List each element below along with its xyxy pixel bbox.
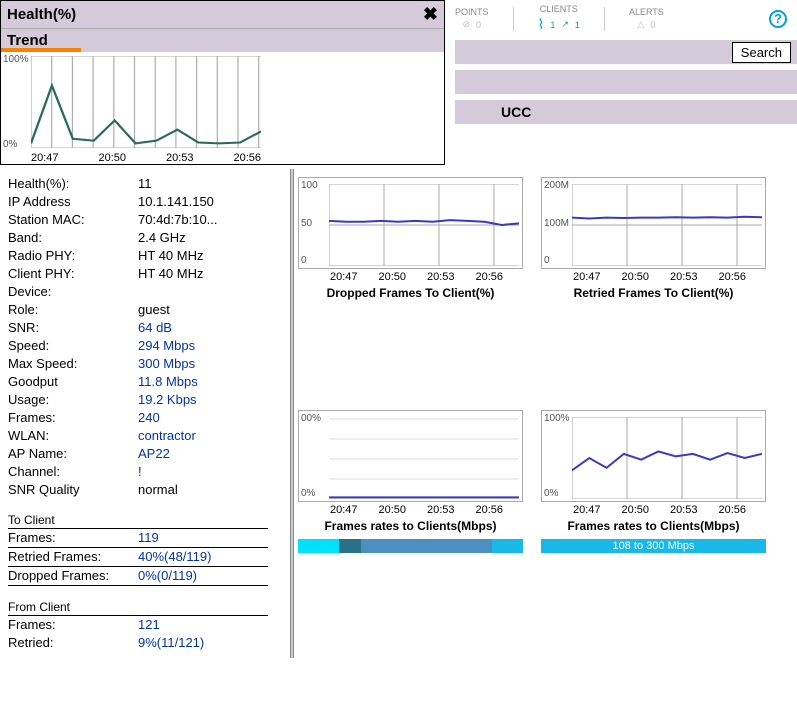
detail-row: Role:guest — [8, 301, 282, 319]
from-client-header: From Client — [8, 600, 268, 616]
alerts-indicator: ALERTS △0 — [629, 7, 664, 30]
dropped-chart: 100 50 0 20:4720:5020:5320:56 Dropped Fr… — [298, 177, 523, 398]
detail-row: Retried:9%(11/121) — [8, 634, 282, 652]
detail-row: Frames:119 — [8, 529, 268, 548]
detail-row: Speed:294 Mbps — [8, 337, 282, 355]
points-indicator: POINTS ⊘0 — [455, 7, 489, 30]
detail-row: Device: — [8, 283, 282, 301]
detail-row: Radio PHY:HT 40 MHz — [8, 247, 282, 265]
detail-row: Client PHY:HT 40 MHz — [8, 265, 282, 283]
to-client-header: To Client — [8, 513, 268, 529]
y-label: 0% — [3, 139, 17, 150]
retried-chart: 200M 100M 0 20:4720:5020:5320:56 Retried… — [541, 177, 766, 398]
wifi-icon: ⌇ — [538, 16, 545, 33]
legend-text: 108 to 300 Mbps — [541, 539, 766, 553]
x-axis: 20:47 20:50 20:53 20:56 — [1, 152, 261, 164]
wired-icon: ↗ — [561, 19, 569, 30]
detail-row: Channel:! — [8, 463, 282, 481]
y-label: 100% — [3, 54, 29, 65]
bar-ucc: UCC — [455, 100, 797, 124]
bar-1: Search — [455, 40, 797, 64]
detail-row: Station MAC:70:4d:7b:10... — [8, 211, 282, 229]
legend-bar — [298, 539, 523, 553]
detail-row: Health(%):11 — [8, 175, 282, 193]
rates1-chart: 00% 0% 20:4720:5020:5320:56 Frames rates… — [298, 410, 523, 651]
help-icon[interactable]: ? — [769, 10, 787, 28]
close-icon[interactable]: ✖ — [423, 4, 438, 25]
charts-area: 100 50 0 20:4720:5020:5320:56 Dropped Fr… — [294, 169, 797, 658]
right-top-panel: POINTS ⊘0 CLIENTS ⌇ 1 ↗ 1 ALERTS △0 ? S — [445, 0, 797, 165]
panel-header: Health(%) ✖ — [1, 1, 444, 28]
detail-row: SNR:64 dB — [8, 319, 282, 337]
trend-label: Trend — [7, 32, 48, 49]
detail-row: Dropped Frames:0%(0/119) — [8, 567, 268, 586]
detail-row: Band:2.4 GHz — [8, 229, 282, 247]
panel-title: Health(%) — [7, 6, 76, 23]
bar-2 — [455, 70, 797, 94]
detail-row: Frames:121 — [8, 616, 282, 634]
detail-row: AP Name:AP22 — [8, 445, 282, 463]
ucc-label: UCC — [461, 104, 531, 120]
detail-row: Usage:19.2 Kbps — [8, 391, 282, 409]
clients-indicator: CLIENTS ⌇ 1 ↗ 1 — [538, 4, 580, 33]
indicators: POINTS ⊘0 CLIENTS ⌇ 1 ↗ 1 ALERTS △0 ? — [445, 0, 797, 37]
search-button[interactable]: Search — [732, 42, 791, 63]
health-panel: Health(%) ✖ Trend 100% 0% — [0, 0, 445, 165]
detail-row: Goodput11.8 Mbps — [8, 373, 282, 391]
health-chart: 100% 0% — [1, 52, 444, 152]
detail-row: SNR Qualitynormal — [8, 481, 282, 499]
detail-row: Retried Frames:40%(48/119) — [8, 548, 268, 567]
trend-header: Trend — [1, 28, 444, 52]
detail-row: Max Speed:300 Mbps — [8, 355, 282, 373]
detail-row: IP Address10.1.141.150 — [8, 193, 282, 211]
detail-row: WLAN:contractor — [8, 427, 282, 445]
rates2-chart: 100% 0% 20:4720:5020:5320:56 Frames rate… — [541, 410, 766, 651]
detail-row: Frames:240 — [8, 409, 282, 427]
details-panel: Health(%):11IP Address10.1.141.150Statio… — [0, 169, 290, 658]
